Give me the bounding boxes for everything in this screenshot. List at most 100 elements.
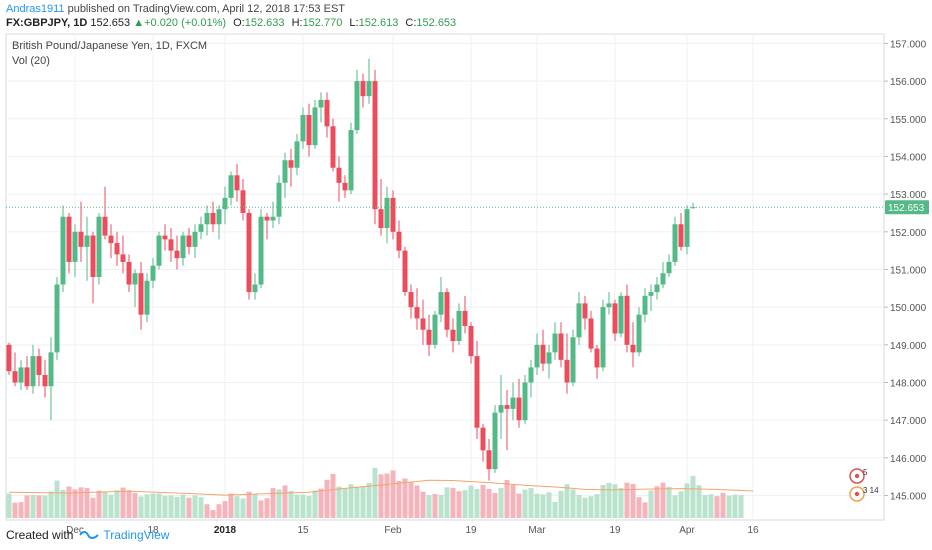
candle-body	[510, 397, 516, 409]
candle-body	[654, 284, 660, 293]
badge-count: 5	[863, 468, 868, 477]
candle-body	[150, 265, 156, 281]
candle-body	[540, 344, 546, 364]
volume-bar	[528, 488, 534, 518]
badge-dot	[854, 491, 860, 497]
volume-bar	[390, 470, 396, 518]
candle-body	[66, 216, 72, 262]
volume-bar	[600, 484, 606, 518]
volume-bar	[36, 495, 42, 518]
volume-bar	[450, 487, 456, 518]
volume-bar	[606, 482, 612, 518]
volume-bar	[72, 489, 78, 518]
symbol-legend: FX:GBPJPY, 1D 152.653 ▲+0.020 (+0.01%) O…	[6, 16, 456, 30]
candle-body	[570, 337, 576, 383]
volume-bar	[690, 475, 696, 518]
candle-body	[660, 273, 666, 285]
candle-body	[90, 235, 96, 277]
volume-bar	[678, 491, 684, 518]
tradingview-link[interactable]: TradingView	[79, 528, 169, 542]
volume-bar	[702, 495, 708, 518]
volume-bar	[396, 481, 402, 518]
candles	[6, 58, 696, 481]
volume-bar	[30, 494, 36, 518]
volume-bar	[726, 495, 732, 518]
last-price-tag-label: 152.653	[888, 203, 925, 214]
volume-bar	[120, 487, 126, 518]
volume-bar	[426, 495, 432, 518]
volume-bar	[648, 490, 654, 518]
volume-bar	[558, 490, 564, 518]
volume-bar	[282, 485, 288, 518]
candle-body	[198, 224, 204, 232]
candle-body	[552, 333, 558, 353]
candle-body	[120, 254, 126, 262]
volume-bar	[360, 486, 366, 518]
price-tick-label: 149.000	[890, 341, 927, 352]
time-axis[interactable]: Dec 18 2018 15 Feb 19 Mar 19 Apr 16	[66, 525, 759, 536]
price-tick-label: 156.000	[890, 77, 927, 88]
last-price-tag: 152.653	[885, 200, 929, 215]
volume-moving-average-line	[8, 479, 754, 496]
volume-bar	[486, 488, 492, 518]
candle-body	[234, 175, 240, 191]
candle-body	[114, 243, 120, 255]
candle-body	[432, 314, 438, 345]
volume-bar	[24, 495, 30, 518]
candle-body	[576, 303, 582, 338]
volume-bar	[594, 494, 600, 518]
candle-body	[516, 397, 522, 421]
candle-body	[480, 427, 486, 451]
volume-bar	[324, 479, 330, 518]
last-price: 152.653	[90, 17, 131, 29]
volume-bar	[444, 487, 450, 518]
volume-bar	[384, 473, 390, 518]
candle-body	[666, 261, 672, 274]
candle-body	[360, 81, 366, 97]
price-tick-label: 153.000	[890, 190, 927, 201]
low-value: 152.613	[358, 17, 399, 29]
volume-bar	[348, 484, 354, 518]
volume-bar	[18, 502, 24, 518]
candle-body	[228, 175, 234, 198]
badge-dot	[854, 473, 860, 479]
price-tick-label: 147.000	[890, 416, 927, 427]
candle-body	[600, 307, 606, 368]
candle-body	[438, 292, 444, 315]
volume-indicator-label[interactable]: Vol (20)	[12, 55, 50, 67]
candle-body	[276, 182, 282, 217]
candle-body	[564, 359, 570, 383]
candle-body	[624, 295, 630, 345]
candle-body	[468, 325, 474, 357]
candle-body	[366, 81, 372, 97]
price-change: +0.020 (+0.01%)	[144, 17, 227, 29]
time-tick-label: Dec	[66, 525, 84, 536]
price-tick-label: 151.000	[890, 265, 927, 276]
symbol-name[interactable]: FX:GBPJPY, 1D	[6, 17, 88, 29]
candle-body	[612, 303, 618, 334]
price-axis[interactable]: 157.000 156.000 155.000 154.000 153.000 152.0…	[884, 39, 927, 503]
event-badges[interactable]: 5 3 14	[849, 468, 879, 502]
volume-bar	[480, 484, 486, 518]
time-tick-label: Mar	[528, 525, 546, 536]
volume-bar	[108, 494, 114, 518]
candle-body	[378, 209, 384, 229]
volume-bar	[78, 487, 84, 518]
volume-bar	[156, 493, 162, 518]
volume-bar	[246, 491, 252, 518]
candle-body	[522, 382, 528, 421]
volume-bar	[132, 493, 138, 518]
volume-bar	[612, 484, 618, 518]
volume-bar	[264, 498, 270, 518]
candle-body	[504, 405, 510, 409]
volume-bar	[222, 501, 228, 518]
author-link[interactable]: Andras1911	[6, 3, 65, 15]
volume-bar	[90, 497, 96, 518]
candle-body	[126, 261, 132, 285]
volume-bar	[174, 496, 180, 518]
candle-body	[324, 99, 330, 127]
candle-body	[642, 295, 648, 315]
volume-bar	[588, 496, 594, 518]
volume-bar	[204, 504, 210, 518]
